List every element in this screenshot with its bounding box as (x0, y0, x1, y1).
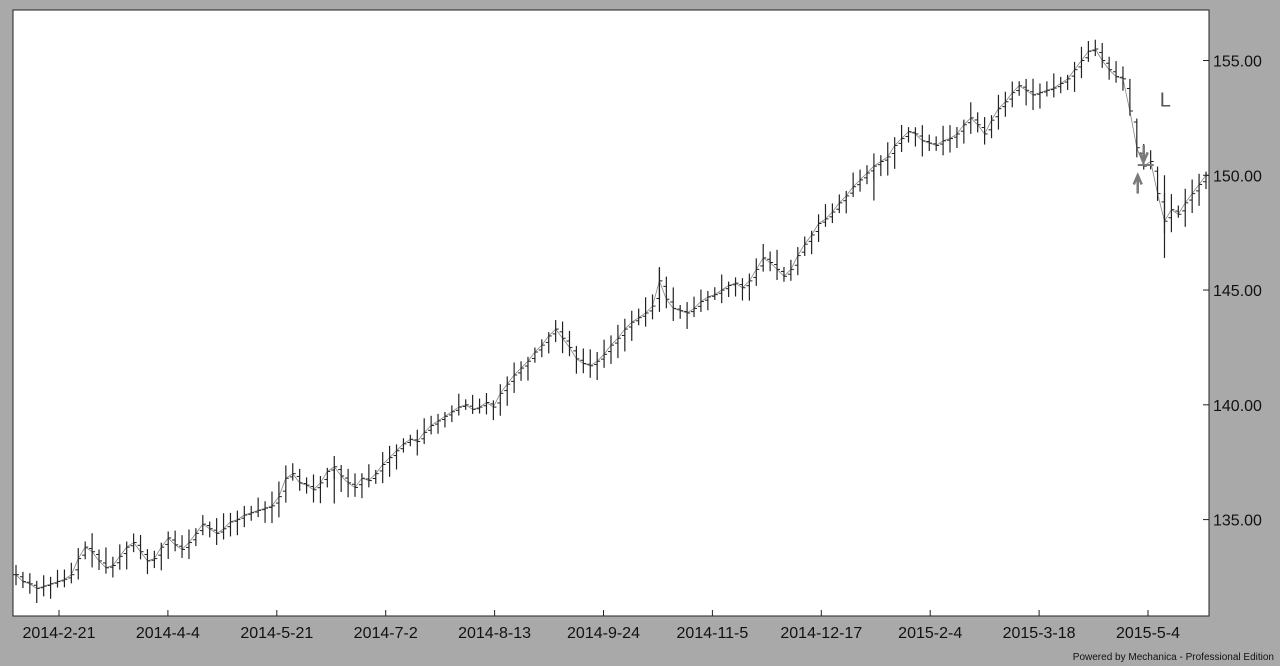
price-bar (414, 429, 421, 456)
price-bar (649, 294, 656, 320)
up-arrow-icon (1132, 172, 1143, 194)
price-bar (884, 142, 891, 176)
price-bar (317, 476, 324, 504)
price-bar (75, 548, 82, 580)
price-bar (801, 236, 808, 256)
price-bar (268, 491, 275, 524)
y-tick-label: 155.00 (1213, 54, 1262, 71)
price-bar (538, 339, 545, 358)
price-bar (497, 384, 504, 416)
plot-area (12, 9, 1210, 617)
price-bar (1175, 205, 1182, 218)
price-bar (137, 534, 144, 560)
price-bar (179, 535, 186, 558)
y-tick-label: 150.00 (1213, 168, 1262, 185)
x-tick-label: 2014-7-2 (354, 625, 418, 642)
price-bar (794, 247, 801, 276)
x-tick-label: 2014-4-4 (136, 625, 200, 642)
price-bar (1071, 61, 1078, 92)
x-tick-label: 2015-2-4 (898, 625, 962, 642)
price-bar (1064, 74, 1071, 90)
y-tick-label: 145.00 (1213, 283, 1262, 300)
price-bar (275, 481, 282, 518)
price-bar (68, 562, 75, 584)
price-bar (981, 117, 988, 145)
price-bar (1133, 118, 1140, 158)
price-bar (843, 190, 850, 214)
y-axis: 155.00 150.00 145.00 140.00 135.00 (1203, 54, 1262, 530)
y-tick-label: 135.00 (1213, 513, 1262, 530)
price-bar (614, 324, 621, 359)
x-axis: 2014-2-21 2014-4-4 2014-5-21 2014-7-2 2014-8… (23, 610, 1180, 642)
x-tick-label: 2014-8-13 (458, 625, 531, 642)
price-bar (988, 115, 995, 139)
price-bar (1182, 188, 1189, 227)
price-bar (1092, 39, 1099, 57)
x-tick-label: 2015-3-18 (1003, 625, 1076, 642)
close-line (15, 48, 1207, 589)
price-bar (1099, 42, 1106, 68)
price-bar (787, 259, 794, 281)
x-tick-label: 2015-5-4 (1116, 625, 1180, 642)
price-bar (974, 112, 981, 133)
x-tick-label: 2014-5-21 (240, 625, 313, 642)
signal-markers: L (1132, 89, 1171, 194)
credit-text: Powered by Mechanica - Professional Edit… (1073, 652, 1274, 663)
x-tick-label: 2014-11-5 (677, 625, 749, 642)
price-bars (13, 39, 1209, 603)
x-tick-label: 2014-9-24 (567, 625, 640, 642)
price-bar (753, 258, 760, 286)
price-bar (1154, 166, 1161, 201)
price-bar (151, 550, 158, 569)
x-tick-label: 2014-12-17 (780, 625, 862, 642)
x-tick-label: 2014-2-21 (23, 625, 96, 642)
price-bar (490, 400, 497, 421)
price-bar (663, 276, 670, 309)
y-tick-label: 140.00 (1213, 398, 1262, 415)
down-arrow-icon (1138, 145, 1149, 165)
signal-letter-L: L (1160, 89, 1171, 111)
price-bar (566, 330, 573, 357)
price-bar (289, 463, 296, 481)
